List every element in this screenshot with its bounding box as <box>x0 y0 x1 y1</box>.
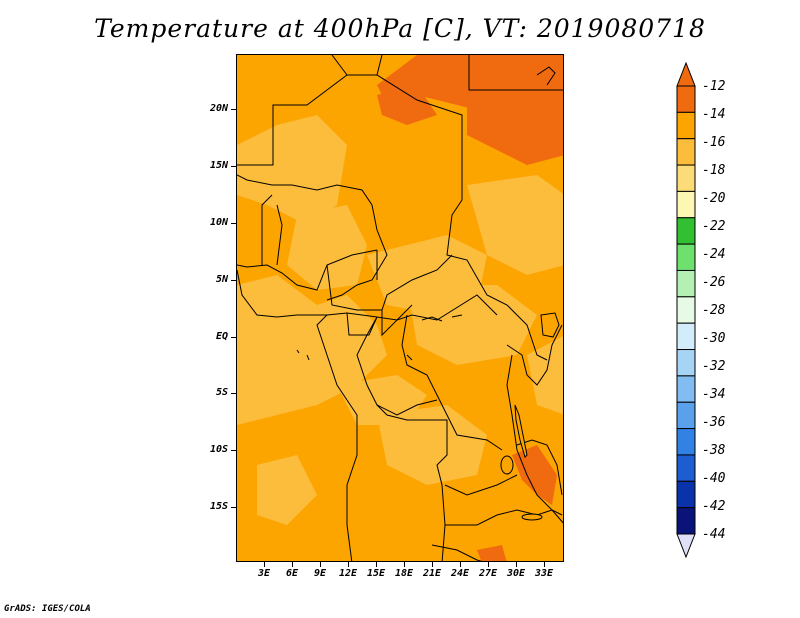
colorbar-box <box>676 322 696 351</box>
colorbar-box <box>676 243 696 271</box>
x-tick <box>320 562 321 567</box>
colorbar-label: -18 <box>702 163 726 178</box>
colorbar-top-arrow <box>676 62 696 87</box>
x-tick <box>488 562 489 567</box>
x-tick <box>432 562 433 567</box>
colorbar-label: -28 <box>702 303 726 318</box>
colorbar-bottom-arrow <box>676 533 696 558</box>
colorbar-label: -44 <box>702 527 726 542</box>
y-tick <box>231 507 236 508</box>
colorbar-label: -22 <box>702 219 726 234</box>
x-label: 6E <box>285 568 299 579</box>
colorbar-box <box>676 190 696 219</box>
colorbar-box <box>676 164 696 192</box>
y-label: 10S <box>209 444 228 455</box>
y-label: 15N <box>209 160 228 171</box>
x-tick <box>264 562 265 567</box>
x-tick <box>348 562 349 567</box>
y-label: 10N <box>209 217 228 228</box>
colorbar-box <box>676 480 696 509</box>
colorbar-box <box>676 85 696 113</box>
colorbar-label: -24 <box>702 247 726 262</box>
colorbar-box <box>676 507 696 535</box>
x-tick <box>544 562 545 567</box>
y-label: EQ <box>215 331 228 342</box>
x-label: 12E <box>338 568 358 579</box>
minus16-regions <box>237 115 563 525</box>
colorbar-label: -14 <box>702 107 726 122</box>
x-label: 18E <box>394 568 414 579</box>
y-tick <box>231 166 236 167</box>
colorbar-box <box>676 349 696 377</box>
x-tick <box>516 562 517 567</box>
x-label: 27E <box>478 568 498 579</box>
colorbar-label: -40 <box>702 471 726 486</box>
x-label: 9E <box>313 568 327 579</box>
colorbar-box <box>676 217 696 245</box>
colorbar-label: -36 <box>702 415 726 430</box>
colorbar-label: -20 <box>702 191 726 206</box>
colorbar-box <box>676 401 696 430</box>
x-tick <box>404 562 405 567</box>
y-tick <box>231 280 236 281</box>
colorbar-label: -16 <box>702 135 726 150</box>
x-tick <box>376 562 377 567</box>
colorbar-label: -30 <box>702 331 726 346</box>
x-label: 3E <box>257 568 271 579</box>
colorbar-label: -26 <box>702 275 726 290</box>
colorbar-box <box>676 296 696 324</box>
colorbar-label: -38 <box>702 443 726 458</box>
y-tick <box>231 337 236 338</box>
colorbar-box <box>676 454 696 482</box>
colorbar-box <box>676 428 696 456</box>
chart-title: Temperature at 400hPa [C], VT: 201908071… <box>94 14 706 43</box>
y-label: 5S <box>215 387 228 398</box>
grads-credit: GrADS: IGES/COLA <box>4 604 91 614</box>
colorbar-box <box>676 269 696 298</box>
y-tick <box>231 109 236 110</box>
colorbar-label: -12 <box>702 79 726 94</box>
y-label: 15S <box>209 501 228 512</box>
x-label: 15E <box>366 568 386 579</box>
temperature-map <box>236 54 564 562</box>
x-label: 21E <box>422 568 442 579</box>
lakes <box>500 312 560 521</box>
colorbar-box <box>676 111 696 140</box>
borders <box>237 55 563 561</box>
colorbar-box <box>676 138 696 166</box>
colorbar-label: -32 <box>702 359 726 374</box>
x-label: 33E <box>534 568 554 579</box>
colorbar <box>676 62 696 558</box>
y-tick <box>231 393 236 394</box>
x-tick <box>460 562 461 567</box>
x-tick <box>292 562 293 567</box>
y-tick <box>231 223 236 224</box>
colorbar-label: -42 <box>702 499 726 514</box>
colorbar-box <box>676 375 696 403</box>
colorbar-label: -34 <box>702 387 726 402</box>
y-label: 20N <box>209 103 228 114</box>
minus12-regions <box>377 55 563 561</box>
x-label: 24E <box>450 568 470 579</box>
y-tick <box>231 450 236 451</box>
y-label: 5N <box>215 274 228 285</box>
map-canvas <box>237 55 563 561</box>
x-label: 30E <box>506 568 526 579</box>
